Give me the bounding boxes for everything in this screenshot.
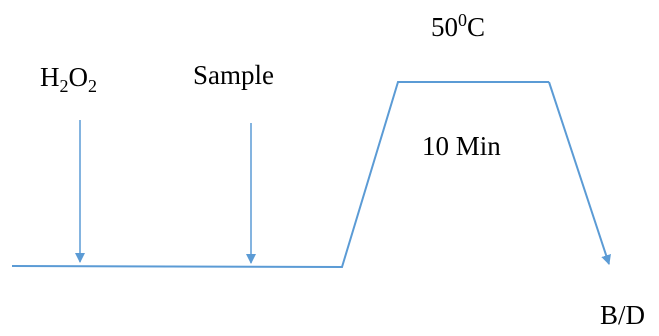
h2o2-label: H2O2 (40, 62, 97, 96)
temperature-label: 500C (431, 10, 486, 42)
duration-label: 10 Min (422, 131, 501, 161)
sample-label: Sample (193, 60, 274, 90)
temperature-profile-line (11, 81, 549, 269)
end-label: B/D (600, 300, 646, 330)
cooldown-arrow (548, 81, 611, 265)
